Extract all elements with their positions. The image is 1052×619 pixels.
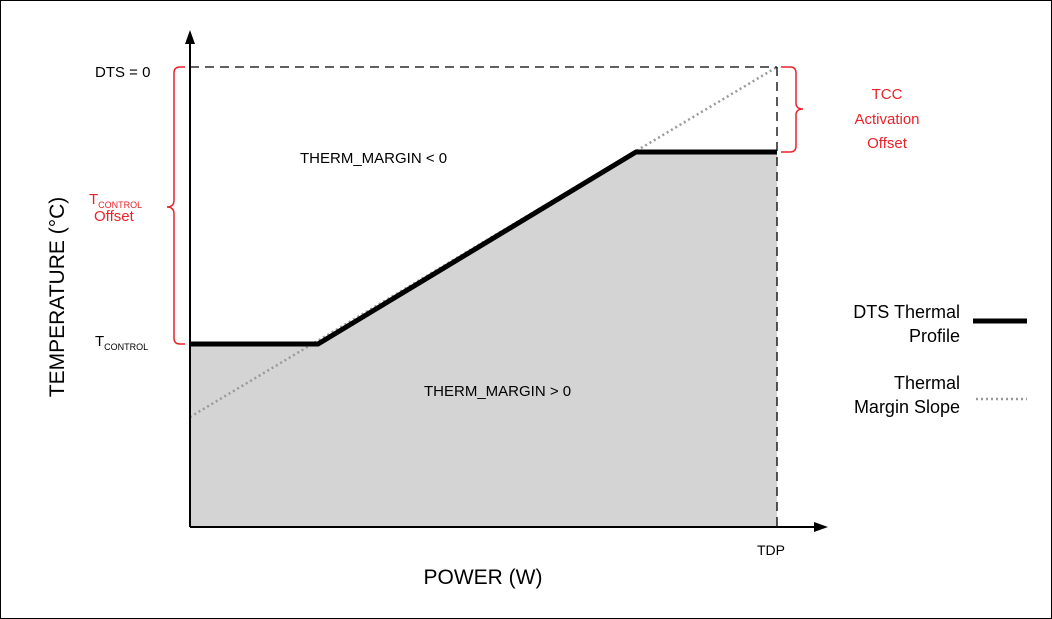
t-control-offset-label: TCONTROL bbox=[89, 191, 142, 210]
t-control-offset-word: Offset bbox=[94, 208, 135, 225]
tcc-label-line1: TCC bbox=[872, 86, 903, 103]
y-axis-arrowhead bbox=[185, 30, 195, 44]
t-control-offset-brace bbox=[166, 66, 185, 345]
therm-margin-positive-label: THERM_MARGIN > 0 bbox=[424, 383, 571, 400]
tcc-activation-offset-brace bbox=[781, 66, 804, 153]
x-axis-arrowhead bbox=[814, 522, 828, 532]
tdp-label: TDP bbox=[757, 542, 785, 558]
tcc-label-line3: Offset bbox=[867, 135, 908, 152]
tcc-label-line2: Activation bbox=[854, 111, 919, 128]
t-control-offset-main: T bbox=[89, 191, 98, 208]
legend-profile-line2: Profile bbox=[909, 326, 960, 346]
t-control-offset-sub: CONTROL bbox=[98, 200, 142, 210]
t-control-label-main: T bbox=[95, 333, 104, 350]
legend-slope-line1: Thermal bbox=[894, 373, 960, 393]
t-control-label-sub: CONTROL bbox=[104, 342, 148, 352]
legend-profile-line1: DTS Thermal bbox=[853, 302, 960, 322]
t-control-label: TCONTROL bbox=[95, 333, 148, 352]
therm-margin-negative-label: THERM_MARGIN < 0 bbox=[300, 150, 447, 167]
y-axis-title: TEMPERATURE (°C) bbox=[46, 197, 69, 398]
x-axis-title: POWER (W) bbox=[424, 566, 543, 589]
therm-margin-positive-region bbox=[190, 152, 777, 527]
dts-zero-label: DTS = 0 bbox=[95, 64, 150, 81]
legend-slope-line2: Margin Slope bbox=[854, 397, 960, 417]
legend: DTS Thermal Profile Thermal Margin Slope bbox=[853, 302, 1027, 417]
dts-thermal-profile-line bbox=[190, 149, 777, 347]
